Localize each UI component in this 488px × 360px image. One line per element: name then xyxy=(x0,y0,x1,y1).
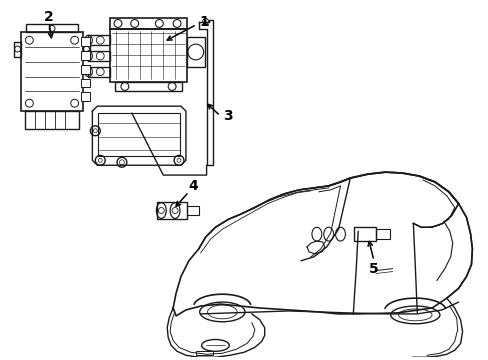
Bar xyxy=(81,65,90,74)
Text: 3: 3 xyxy=(223,109,233,123)
Bar xyxy=(81,37,90,46)
Text: 2: 2 xyxy=(44,10,54,23)
Bar xyxy=(115,82,182,91)
Bar xyxy=(81,93,90,101)
Bar xyxy=(14,42,21,57)
Bar xyxy=(157,202,186,219)
Bar xyxy=(88,35,110,45)
Bar xyxy=(88,51,110,61)
Bar xyxy=(21,32,82,111)
Text: 1: 1 xyxy=(199,15,209,30)
Bar xyxy=(375,229,389,239)
Text: 4: 4 xyxy=(187,179,197,193)
Bar xyxy=(26,24,78,32)
Bar xyxy=(88,67,110,77)
Bar xyxy=(82,42,90,57)
Bar xyxy=(353,227,375,241)
Bar xyxy=(98,113,180,156)
Bar xyxy=(25,111,79,129)
Bar xyxy=(81,78,90,87)
Bar xyxy=(81,51,90,60)
Bar xyxy=(110,18,186,30)
Bar xyxy=(186,206,198,215)
Bar xyxy=(110,30,186,82)
Bar xyxy=(195,351,213,355)
Bar xyxy=(186,37,204,67)
Text: 5: 5 xyxy=(368,262,378,276)
